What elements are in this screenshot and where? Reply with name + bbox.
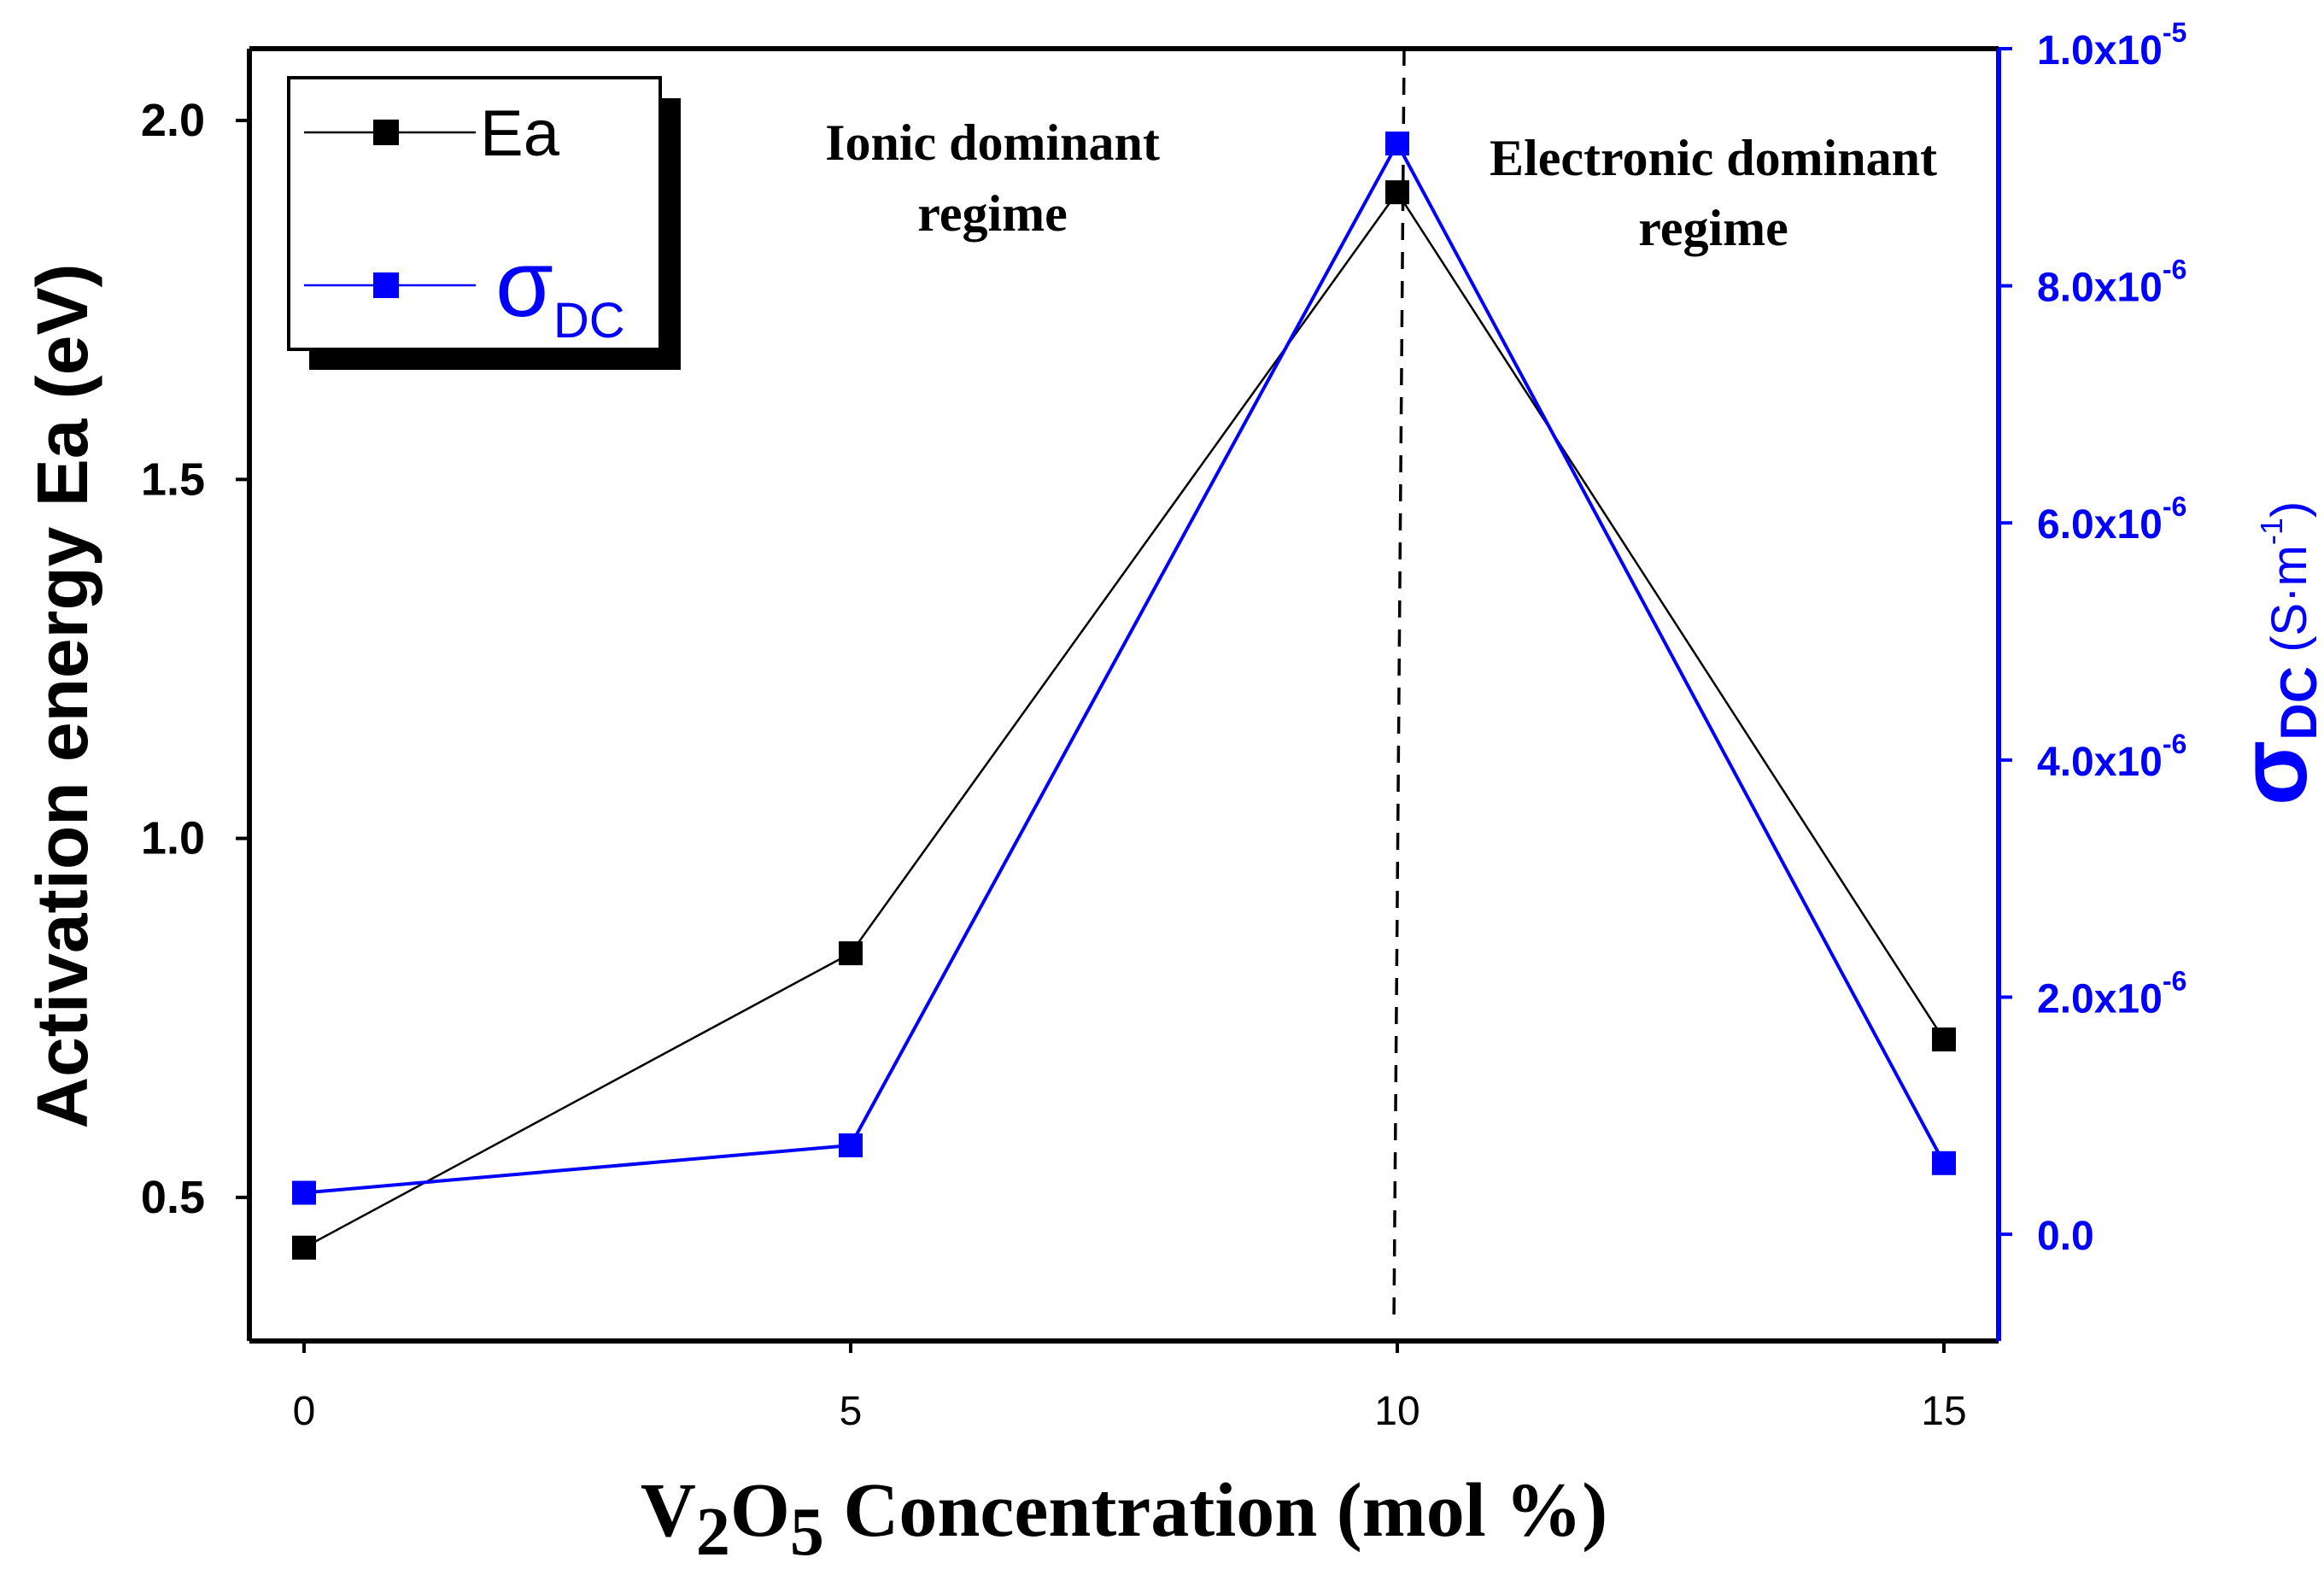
data-point-ea: [1385, 180, 1409, 205]
legend-sigma-marker: [373, 272, 399, 298]
data-point-sigma-dc: [1932, 1151, 1956, 1175]
data-point-sigma-dc: [839, 1133, 863, 1157]
x-tick-label: 0: [293, 1389, 316, 1434]
legend-ea-marker: [373, 120, 399, 145]
data-point-sigma-dc: [1385, 132, 1409, 156]
left-y-tick-label: 0.5: [141, 1172, 205, 1223]
annotation-ionic-line2: regime: [917, 185, 1067, 242]
series-line-sigma-dc: [303, 139, 1946, 1195]
right-y-tick-label: 1.0x10-5: [2037, 17, 2186, 73]
right-y-tick-label: 8.0x10-6: [2037, 255, 2186, 311]
legend-box: [287, 76, 662, 351]
left-y-axis-title: Activation energy Ea (eV): [22, 264, 102, 1129]
x-tick-label: 5: [840, 1389, 863, 1434]
legend-ea-label: Ea: [480, 97, 560, 170]
right-y-tick-label: 0.0: [2037, 1214, 2094, 1259]
annotation-electronic-line1: Electronic dominant: [1490, 130, 1937, 186]
left-y-tick-label: 1.0: [141, 813, 205, 864]
annotation-electronic-line2: regime: [1638, 200, 1788, 256]
x-tick-label: 10: [1374, 1389, 1420, 1434]
right-y-tick-label: 6.0x10-6: [2037, 491, 2186, 547]
annotation-ionic-line1: Ionic dominant: [825, 114, 1160, 171]
series-line-ea: [303, 190, 1946, 1249]
legend: Ea σDC: [287, 76, 681, 370]
data-point-ea: [839, 941, 863, 966]
data-point-ea: [292, 1235, 316, 1260]
right-y-axis-title: σDC (S·m-1): [2220, 501, 2324, 805]
right-y-tick-label: 4.0x10-6: [2037, 729, 2186, 785]
right-y-tick-label: 2.0x10-6: [2037, 965, 2186, 1022]
x-axis-title: V2O5 Concentration (mol %): [641, 1468, 1607, 1570]
left-y-tick-label: 1.5: [141, 454, 205, 505]
regime-divider-line: [1392, 48, 1406, 1325]
data-point-ea: [1932, 1027, 1956, 1051]
data-point-sigma-dc: [292, 1180, 316, 1205]
x-tick-label: 15: [1921, 1389, 1966, 1434]
legend-sigma-label: σDC: [495, 231, 625, 348]
left-y-tick-label: 2.0: [141, 95, 205, 146]
